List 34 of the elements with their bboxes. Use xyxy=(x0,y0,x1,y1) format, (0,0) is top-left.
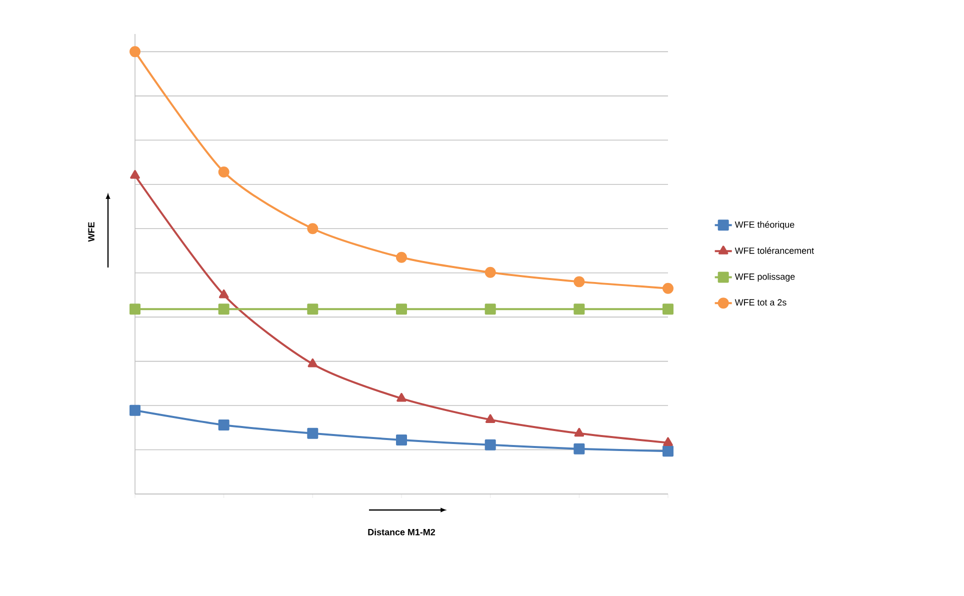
point xyxy=(574,428,584,437)
point xyxy=(396,304,407,315)
point xyxy=(130,170,140,179)
point xyxy=(307,428,318,439)
point xyxy=(574,443,585,454)
point xyxy=(662,446,674,457)
point xyxy=(130,404,140,416)
legend-label: WFE théorique xyxy=(734,221,794,230)
point xyxy=(218,289,229,298)
point xyxy=(396,392,406,402)
point xyxy=(485,414,496,423)
point xyxy=(130,304,140,315)
point xyxy=(662,282,674,294)
point xyxy=(484,266,496,278)
point xyxy=(484,439,496,450)
point xyxy=(218,420,230,430)
x-axis-title: Distance M1-M2 xyxy=(368,528,436,536)
point xyxy=(574,304,585,315)
point xyxy=(307,223,318,234)
point xyxy=(574,276,585,288)
point xyxy=(308,358,318,368)
point xyxy=(218,304,230,315)
point xyxy=(662,304,674,315)
point xyxy=(307,304,318,315)
point xyxy=(130,46,140,58)
legend-label: WFE tolérancement xyxy=(734,247,814,254)
point xyxy=(663,437,673,446)
point xyxy=(218,166,230,178)
y-axis-title: WFE xyxy=(88,222,94,242)
point xyxy=(396,434,407,446)
legend-label: WFE tot a 2s xyxy=(734,299,786,306)
legend-label: WFE polissage xyxy=(734,273,795,282)
point xyxy=(484,304,496,315)
point xyxy=(396,252,407,263)
